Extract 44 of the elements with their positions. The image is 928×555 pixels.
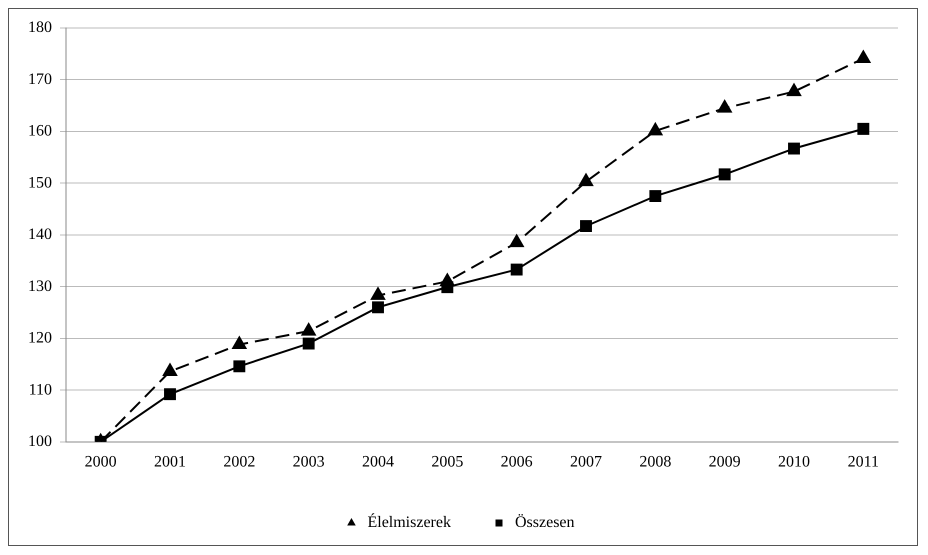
x-tick-label: 2008 [639,454,672,471]
x-tick-label: 2000 [84,454,117,471]
x-tick-label: 2011 [848,454,880,471]
point [718,100,732,113]
legend-label: Összesen [514,514,575,532]
point [232,336,246,350]
point [164,388,176,400]
y-tick-label: 150 [28,174,52,192]
y-tick-label: 130 [28,278,52,295]
point [510,264,523,276]
x-tick-label: 2007 [570,454,602,471]
point [580,220,592,232]
point [857,122,870,135]
x-tick-label: 2010 [778,454,810,471]
point [302,338,315,350]
x-tick-label: 2004 [362,454,394,471]
point [856,50,870,64]
point [648,122,662,136]
point [370,287,386,300]
y-tick-label: 170 [28,70,52,88]
x-tick-label: 2003 [292,454,325,471]
point [162,363,178,376]
x-tick-label: 2002 [223,454,256,471]
point [233,360,246,372]
point [372,301,384,314]
point [788,142,800,154]
y-tick-label: 100 [28,433,52,450]
y-tick-label: 140 [28,226,52,244]
point [578,174,594,186]
point [510,234,524,248]
x-tick-label: 2005 [431,454,464,471]
y-tick-label: 120 [28,330,52,347]
point [302,323,316,336]
point [718,168,731,180]
legend-label: Élelmiszerek [367,513,451,532]
y-tick-label: 110 [28,381,52,398]
x-tick-label: 2006 [500,454,533,471]
x-tick-label: 2009 [708,454,741,471]
y-tick-label: 180 [28,19,52,36]
point [440,273,454,286]
point [649,190,662,202]
x-tick-label: 2001 [154,454,186,471]
point [786,84,802,96]
y-tick-label: 160 [28,122,52,140]
